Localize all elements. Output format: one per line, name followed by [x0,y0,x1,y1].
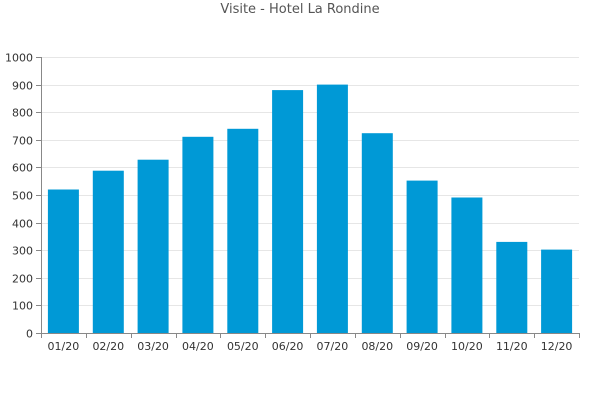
y-tick-label: 200 [12,273,33,286]
bar-11-20 [496,241,528,333]
axes [36,57,580,338]
y-tick-label: 700 [12,135,33,148]
x-tick-label: 01/20 [48,340,80,353]
bar-04-20 [182,136,214,333]
bar-12-20 [541,249,573,333]
x-tick-label: 11/20 [496,340,528,353]
x-tick-label: 10/20 [451,340,483,353]
chart-title: Visite - Hotel La Rondine [220,2,380,17]
bar-02-20 [92,170,124,333]
y-tick-label: 400 [12,218,33,231]
x-tick-label: 08/20 [361,340,393,353]
gridlines [41,57,579,306]
y-tick-label: 500 [12,190,33,203]
bar-05-20 [227,128,259,333]
y-tick-label: 1000 [5,52,33,65]
bar-10-20 [451,197,483,333]
y-tick-label: 800 [12,107,33,120]
bar-03-20 [137,159,169,333]
bar-09-20 [406,180,438,333]
bar-08-20 [361,133,393,333]
y-tick-label: 300 [12,245,33,258]
x-tick-label: 07/20 [317,340,349,353]
x-tick-label: 12/20 [541,340,573,353]
y-axis-labels: 0 100 200 300 400 500 600 700 800 900 1000 [5,52,33,341]
y-tick-label: 0 [26,328,33,341]
bar-06-20 [272,90,304,333]
x-tick-label: 03/20 [137,340,169,353]
bar-01-20 [47,189,79,333]
bar-07-20 [316,84,348,333]
x-tick-label: 02/20 [92,340,124,353]
x-tick-label: 09/20 [406,340,438,353]
x-tick-label: 06/20 [272,340,304,353]
y-tick-label: 600 [12,162,33,175]
x-tick-label: 05/20 [227,340,259,353]
y-tick-label: 900 [12,80,33,93]
x-axis-labels: 01/20 02/20 03/20 04/20 05/20 06/20 07/20 08/20… [48,340,573,353]
y-tick-label: 100 [12,300,33,313]
bars [47,84,573,333]
x-tick-label: 04/20 [182,340,214,353]
